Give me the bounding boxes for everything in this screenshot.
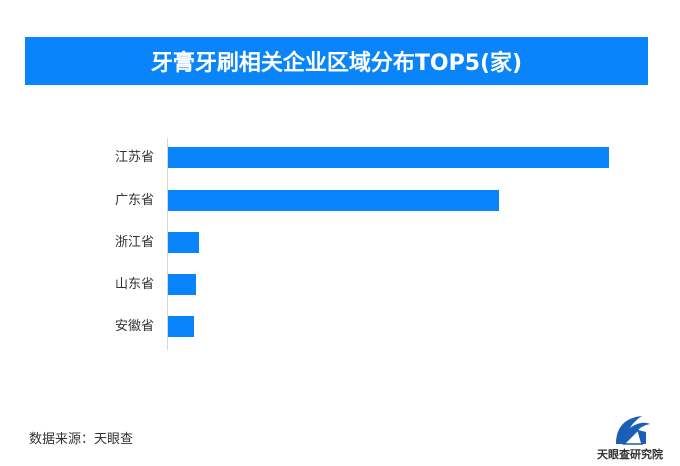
logo-text: 天眼查研究院 — [597, 448, 663, 461]
data-source-note: 数据来源：天眼查 — [29, 432, 134, 447]
bar-row: 江苏省 — [0, 147, 680, 169]
chart-title-banner: 牙膏牙刷相关企业区域分布TOP5(家) — [25, 37, 648, 85]
tianyancha-logo-icon — [616, 416, 650, 445]
bar — [168, 232, 199, 253]
bar — [168, 147, 609, 168]
bar — [168, 316, 194, 337]
category-label: 山东省 — [114, 277, 154, 292]
category-label: 安徽省 — [114, 319, 154, 334]
bar-row: 广东省 — [0, 190, 680, 212]
y-axis-line — [167, 138, 168, 350]
bar — [168, 274, 196, 295]
category-label: 广东省 — [114, 193, 154, 208]
bar-row: 浙江省 — [0, 232, 680, 254]
bar-row: 安徽省 — [0, 316, 680, 338]
chart-title: 牙膏牙刷相关企业区域分布TOP5(家) — [150, 51, 523, 76]
bar — [168, 190, 499, 211]
category-label: 浙江省 — [114, 235, 154, 250]
bar-row: 山东省 — [0, 274, 680, 296]
category-label: 江苏省 — [114, 150, 154, 165]
tianyancha-logo: 天眼查研究院 — [590, 410, 670, 461]
